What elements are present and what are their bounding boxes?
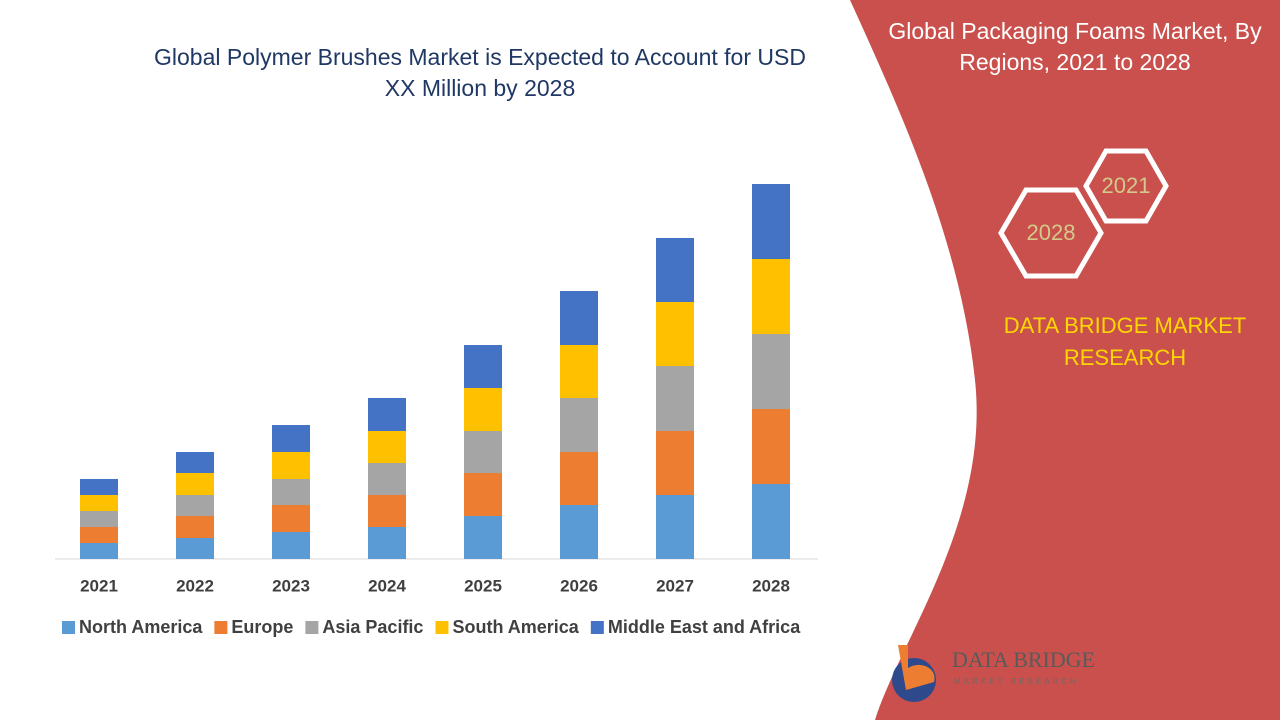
legend-swatch	[62, 621, 75, 634]
x-tick-label: 2021	[80, 576, 118, 595]
legend-label: North America	[79, 617, 203, 637]
bar-segment	[176, 538, 214, 559]
bar-segment	[560, 398, 598, 452]
legend-swatch	[214, 621, 228, 634]
bar-segment	[656, 495, 694, 559]
x-tick-label: 2023	[272, 576, 310, 595]
legend-swatch	[305, 621, 319, 634]
side-panel	[850, 0, 1280, 720]
hexagon	[998, 187, 1104, 279]
logo-icon	[898, 645, 935, 690]
logo-name: DATA BRIDGE	[952, 647, 1095, 672]
bar-segment	[752, 259, 790, 334]
bar-segment	[464, 388, 502, 431]
bar-segment	[80, 511, 118, 527]
bar-segment	[464, 345, 502, 388]
x-tick-label: 2024	[368, 576, 406, 595]
bar-segment	[464, 431, 502, 473]
bar-segment	[176, 495, 214, 516]
bar-segment	[656, 238, 694, 302]
legend-swatch	[435, 621, 449, 634]
bar-segment	[560, 505, 598, 559]
bar-segment	[272, 532, 310, 559]
bar-segment	[272, 452, 310, 479]
bar-segment	[176, 516, 214, 538]
bar-segment	[80, 495, 118, 511]
bar-segment	[272, 425, 310, 452]
side-title-box: Global Packaging Foams Market, By Region…	[888, 18, 1262, 75]
bar-segment	[368, 495, 406, 527]
bar-segment	[176, 473, 214, 495]
brand: DATA BRIDGE MARKET RESEARCH	[1003, 313, 1247, 370]
bar-segment	[80, 479, 118, 495]
chart-title: Global Polymer Brushes Market is Expecte…	[154, 44, 806, 101]
side-title: Global Packaging Foams Market, By Region…	[888, 18, 1262, 75]
x-tick-label: 2025	[464, 576, 502, 595]
bar-segment	[464, 473, 502, 516]
x-tick-label: 2022	[176, 576, 214, 595]
bar-segment	[272, 505, 310, 532]
bar-segment	[656, 302, 694, 366]
bar-segment	[272, 479, 310, 505]
bar-segment	[752, 334, 790, 409]
hexagon-label: 2021	[1102, 173, 1151, 198]
bar-segment	[752, 184, 790, 259]
legend-label: South America	[452, 617, 579, 637]
bar-segment	[752, 484, 790, 559]
legend-swatch	[590, 621, 604, 634]
legend-label: Middle East and Africa	[608, 617, 801, 637]
bar-segment	[560, 345, 598, 398]
x-tick-label: 2027	[656, 576, 694, 595]
brand-box: DATA BRIDGE MARKET RESEARCH	[1003, 313, 1247, 370]
bar-segment	[176, 452, 214, 473]
bar-segment	[368, 431, 406, 463]
legend-label: Europe	[231, 617, 293, 637]
title-box: Global Polymer Brushes Market is Expecte…	[154, 44, 806, 101]
bar-segment	[560, 291, 598, 345]
bar-segment	[656, 366, 694, 431]
bar-segment	[368, 398, 406, 431]
x-tick-label: 2028	[752, 576, 790, 595]
bar-segment	[752, 409, 790, 484]
bar-segment	[368, 463, 406, 495]
bar-segment	[560, 452, 598, 505]
bar-segment	[368, 527, 406, 559]
legend-label: Asia Pacific	[322, 617, 423, 637]
hexagon	[1083, 148, 1169, 224]
x-tick-label: 2026	[560, 576, 598, 595]
bar-segment	[80, 543, 118, 559]
logo-tagline: MARKET RESEARCH	[954, 677, 1079, 686]
hexagon-label: 2028	[1027, 220, 1076, 245]
bar-segment	[656, 431, 694, 495]
bar-segment	[464, 516, 502, 559]
bar-segment	[80, 527, 118, 543]
